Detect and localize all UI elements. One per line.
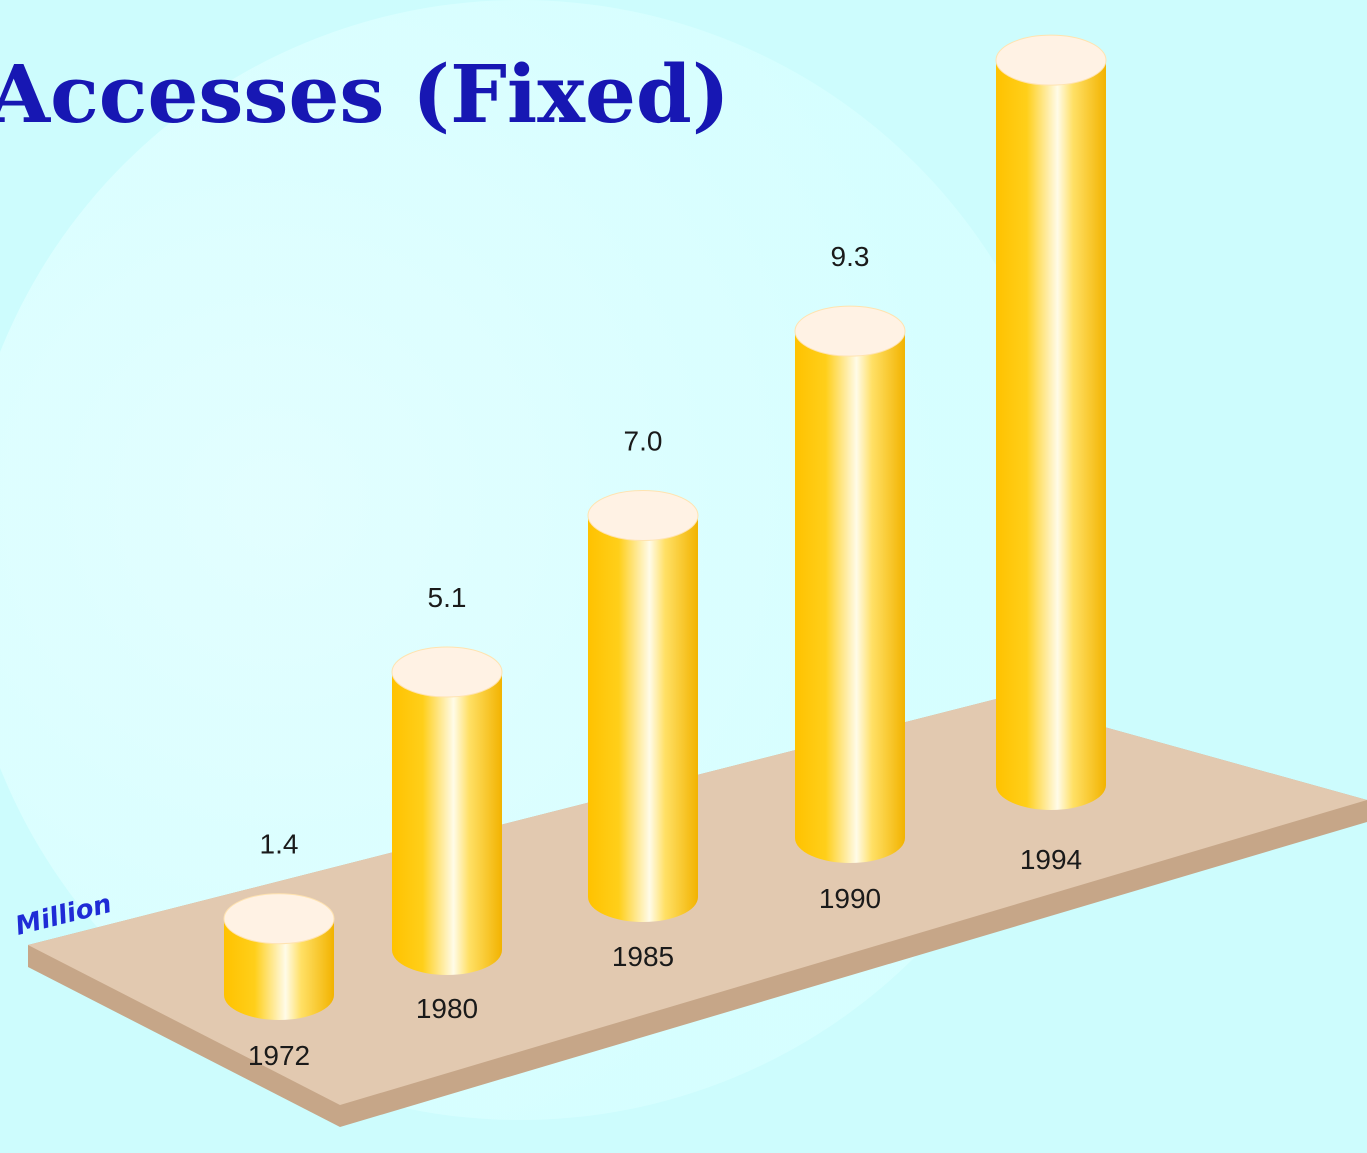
bars-group: 1.4 1972 5.1 1980 7.0 1985 9.3 1990 13.3 1994 (223, 0, 1107, 1071)
category-label: 1972 (248, 1040, 310, 1071)
category-label: 1990 (819, 883, 881, 914)
value-label: 9.3 (831, 241, 870, 272)
category-label: 1985 (612, 941, 674, 972)
bar-body (996, 60, 1106, 810)
bar-1972 (223, 893, 335, 1020)
bar-1994 (995, 34, 1107, 810)
bar-top (995, 34, 1107, 86)
bar-1990 (794, 305, 906, 863)
bar-top (391, 646, 503, 698)
bar-1980 (391, 646, 503, 975)
bar-body (795, 331, 905, 863)
value-label: 7.0 (624, 426, 663, 457)
bar-1985 (587, 490, 699, 922)
bar-top (223, 893, 335, 945)
value-label: 5.1 (428, 582, 467, 613)
category-label: 1980 (416, 993, 478, 1024)
bar-top (794, 305, 906, 357)
value-label: 13.3 (1024, 0, 1079, 1)
value-label: 1.4 (260, 829, 299, 860)
chart-title: Accesses (Fixed) (0, 47, 730, 141)
bar-body (588, 515, 698, 922)
category-label: 1994 (1020, 844, 1082, 875)
bar-top (587, 490, 699, 541)
bar-body (392, 672, 502, 975)
bar-body (224, 918, 334, 1020)
